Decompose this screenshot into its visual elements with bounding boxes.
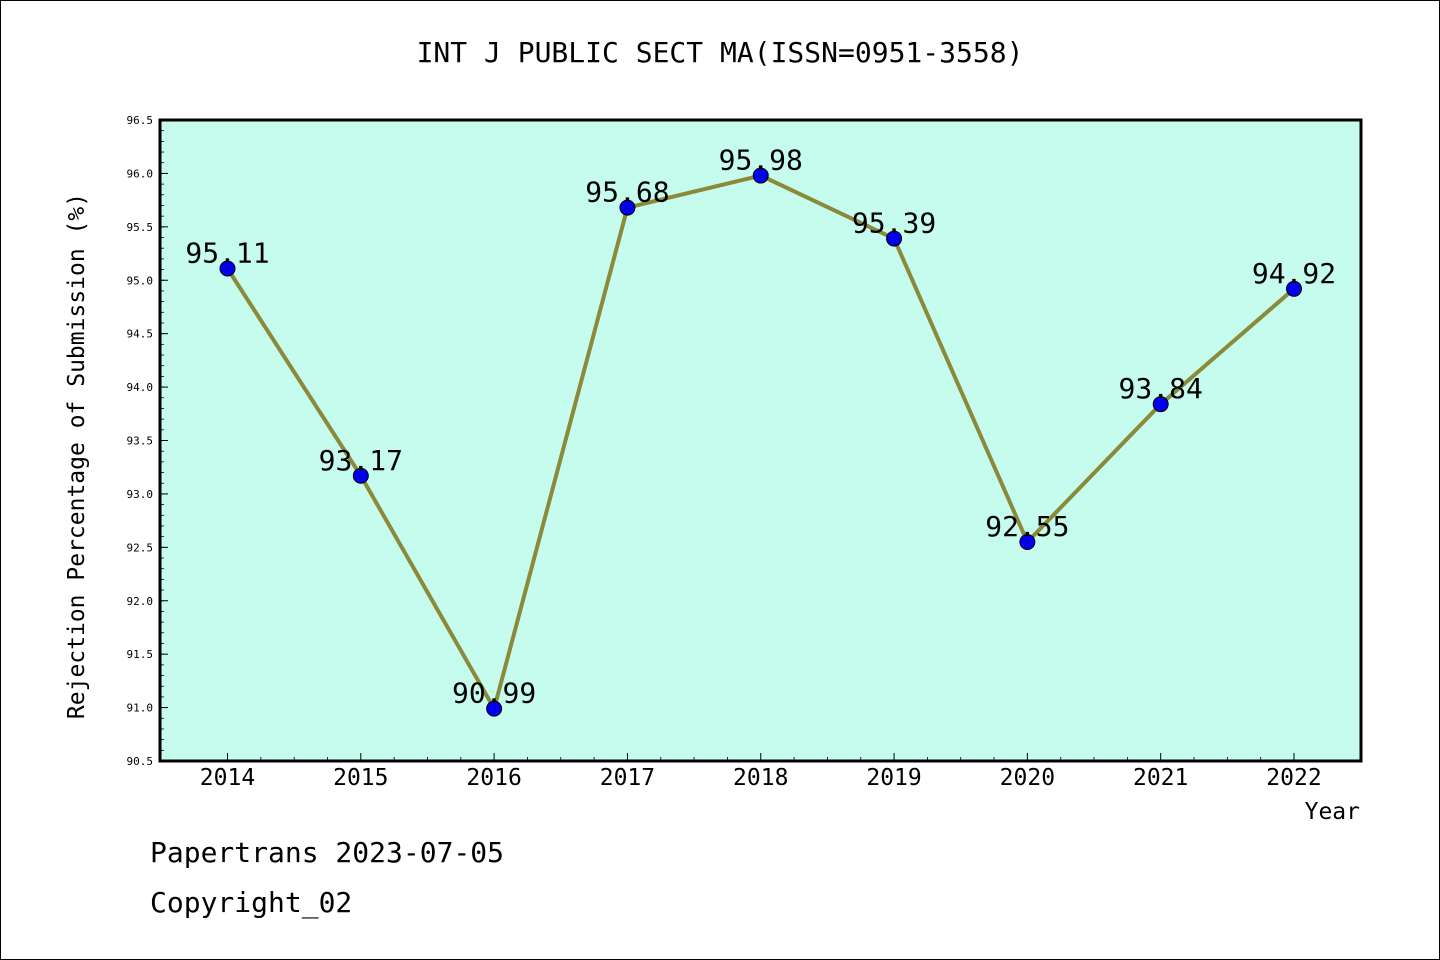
- data-point: [219, 260, 236, 277]
- y-tick-label: 90.5: [127, 755, 154, 768]
- x-tick-label: 2014: [200, 765, 255, 791]
- x-tick-label: 2019: [866, 765, 921, 791]
- chart-title: INT J PUBLIC SECT MA(ISSN=0951-3558): [416, 36, 1024, 69]
- data-label: 93.17: [319, 444, 403, 477]
- y-tick-label: 95.5: [127, 221, 154, 234]
- x-tick-label: 2021: [1133, 765, 1188, 791]
- y-tick-label: 92.0: [127, 595, 154, 608]
- y-tick-label: 92.5: [127, 541, 154, 554]
- data-label: 95.11: [185, 236, 269, 269]
- data-label: 90.99: [452, 677, 536, 710]
- data-point: [352, 467, 369, 484]
- x-tick-label: 2016: [466, 765, 521, 791]
- plot-area: [160, 120, 1361, 761]
- data-point: [1286, 280, 1302, 297]
- footer-date: Papertrans 2023-07-05: [150, 836, 505, 869]
- data-point: [752, 167, 769, 184]
- data-label: 93.84: [1119, 372, 1203, 405]
- x-axis-label: Year: [1305, 799, 1360, 825]
- data-label: 92.55: [985, 510, 1069, 543]
- x-tick-label: 2020: [1000, 765, 1055, 791]
- y-tick-label: 91.0: [127, 702, 154, 715]
- data-label: 94.92: [1252, 257, 1336, 290]
- data-label: 95.98: [719, 144, 803, 177]
- y-tick-label: 93.5: [127, 435, 154, 448]
- data-point: [619, 199, 636, 216]
- x-tick-label: 2017: [600, 765, 655, 791]
- data-point: [886, 230, 903, 247]
- footer-copyright: Copyright_02: [150, 886, 353, 919]
- y-tick-label: 91.5: [127, 648, 154, 661]
- y-tick-label: 94.0: [127, 381, 154, 394]
- data-label: 95.68: [585, 176, 669, 209]
- data-point: [1152, 396, 1169, 413]
- data-point: [486, 700, 503, 717]
- x-tick-label: 2015: [333, 765, 388, 791]
- y-tick-label: 94.5: [127, 328, 154, 341]
- data-label: 95.39: [852, 207, 936, 240]
- y-tick-label: 93.0: [127, 488, 154, 501]
- y-tick-label: 96.5: [127, 114, 154, 127]
- x-tick-label: 2022: [1266, 765, 1321, 791]
- x-tick-label: 2018: [733, 765, 788, 791]
- y-axis-label: Rejection Percentage of Submission (%): [64, 193, 90, 719]
- y-tick-label: 95.0: [127, 274, 154, 287]
- y-tick-label: 96.0: [127, 167, 154, 180]
- plot-border: [158, 118, 1363, 763]
- data-point: [1019, 533, 1036, 550]
